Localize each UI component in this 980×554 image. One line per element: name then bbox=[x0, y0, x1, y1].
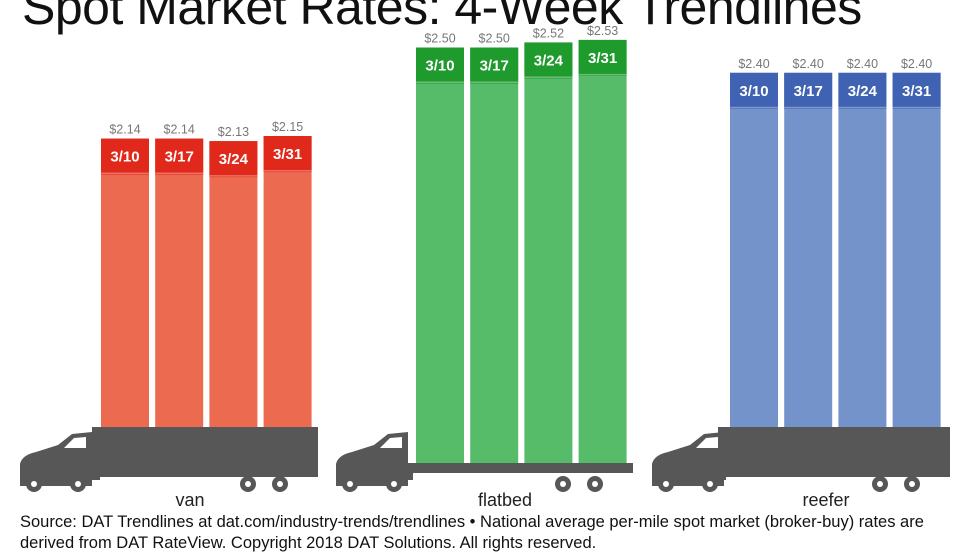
category-label: 3/31 bbox=[588, 50, 617, 67]
bar bbox=[470, 47, 519, 463]
bar bbox=[838, 72, 887, 428]
category-label: 3/17 bbox=[794, 83, 823, 100]
bar-header-divider bbox=[730, 106, 778, 109]
bar-header-divider bbox=[578, 73, 627, 76]
value-label: $2.13 bbox=[218, 125, 249, 139]
truck-trailer bbox=[718, 427, 950, 477]
value-label: $2.40 bbox=[793, 57, 824, 71]
truck-trailer bbox=[92, 427, 318, 477]
truck-chassis bbox=[406, 472, 413, 480]
bar-header-divider bbox=[416, 81, 464, 83]
bar bbox=[892, 72, 941, 428]
bar-header bbox=[263, 136, 312, 173]
bar-header bbox=[416, 47, 464, 84]
bar bbox=[730, 72, 778, 428]
wheel-hub-icon bbox=[560, 481, 566, 487]
wheel-hub-icon bbox=[347, 481, 353, 487]
bar-header bbox=[784, 72, 833, 109]
source-note: Source: DAT Trendlines at dat.com/indust… bbox=[20, 513, 924, 552]
category-label: 3/31 bbox=[273, 146, 302, 163]
truck-trailer bbox=[405, 463, 633, 473]
bar bbox=[416, 47, 464, 463]
bar-header-divider bbox=[263, 170, 312, 172]
value-label: $2.40 bbox=[901, 57, 932, 71]
bar-header bbox=[470, 47, 519, 84]
bar bbox=[101, 138, 149, 427]
bar bbox=[524, 42, 573, 463]
wheel-hub-icon bbox=[909, 481, 915, 487]
bar-header bbox=[524, 42, 573, 79]
truck-window-icon bbox=[64, 437, 86, 448]
wheel-hub-icon bbox=[31, 481, 37, 487]
category-label: 3/24 bbox=[534, 52, 564, 69]
bar-header bbox=[155, 138, 204, 175]
bar-header-divider bbox=[470, 81, 519, 83]
bar-header-divider bbox=[209, 175, 258, 177]
wheel-hub-icon bbox=[277, 481, 283, 487]
group-label: flatbed bbox=[478, 490, 532, 510]
value-label: $2.40 bbox=[847, 57, 878, 71]
wheel-hub-icon bbox=[245, 481, 251, 487]
bar-header-divider bbox=[524, 76, 573, 78]
bar-header bbox=[838, 72, 887, 109]
value-label: $2.15 bbox=[272, 120, 303, 134]
bar-header-divider bbox=[892, 106, 941, 109]
value-label: $2.14 bbox=[109, 123, 140, 137]
category-label: 3/10 bbox=[110, 149, 139, 166]
value-label: $2.52 bbox=[533, 26, 564, 40]
truck-window-icon bbox=[696, 437, 718, 448]
wheel-hub-icon bbox=[707, 481, 713, 487]
bar bbox=[578, 39, 627, 463]
wheel-hub-icon bbox=[877, 481, 883, 487]
bar-header-divider bbox=[784, 106, 833, 109]
group-label: van bbox=[175, 490, 204, 510]
bar bbox=[784, 72, 833, 428]
bar-header bbox=[730, 72, 778, 109]
category-label: 3/31 bbox=[902, 83, 931, 100]
value-label: $2.53 bbox=[587, 24, 618, 38]
category-label: 3/17 bbox=[480, 58, 509, 75]
wheel-hub-icon bbox=[663, 481, 669, 487]
category-label: 3/24 bbox=[219, 151, 249, 168]
bar-header bbox=[578, 39, 627, 76]
bar bbox=[209, 141, 258, 428]
bar bbox=[155, 138, 204, 427]
truck-window-icon bbox=[380, 437, 402, 448]
bar-header bbox=[892, 72, 941, 109]
value-label: $2.14 bbox=[164, 123, 195, 137]
category-label: 3/24 bbox=[848, 83, 878, 100]
group-label: reefer bbox=[802, 490, 849, 510]
value-label: $2.40 bbox=[738, 57, 769, 71]
bar-header bbox=[101, 138, 149, 175]
chart-title: Spot Market Rates: 4-Week Trendlines bbox=[22, 0, 862, 35]
bar bbox=[263, 136, 312, 428]
wheel-hub-icon bbox=[391, 481, 397, 487]
category-label: 3/17 bbox=[165, 149, 194, 166]
bar-header bbox=[209, 141, 258, 178]
bar-header-divider bbox=[155, 172, 204, 175]
wheel-hub-icon bbox=[75, 481, 81, 487]
category-label: 3/10 bbox=[425, 58, 454, 75]
category-label: 3/10 bbox=[739, 83, 768, 100]
bar-header-divider bbox=[838, 106, 887, 109]
value-label: $2.50 bbox=[424, 32, 455, 46]
value-label: $2.50 bbox=[479, 32, 510, 46]
bar-header-divider bbox=[101, 172, 149, 175]
wheel-hub-icon bbox=[592, 481, 598, 487]
